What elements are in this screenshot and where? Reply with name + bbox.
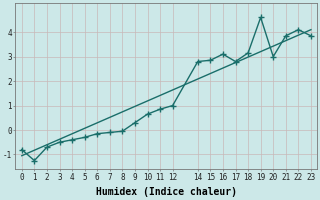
- X-axis label: Humidex (Indice chaleur): Humidex (Indice chaleur): [96, 187, 237, 197]
